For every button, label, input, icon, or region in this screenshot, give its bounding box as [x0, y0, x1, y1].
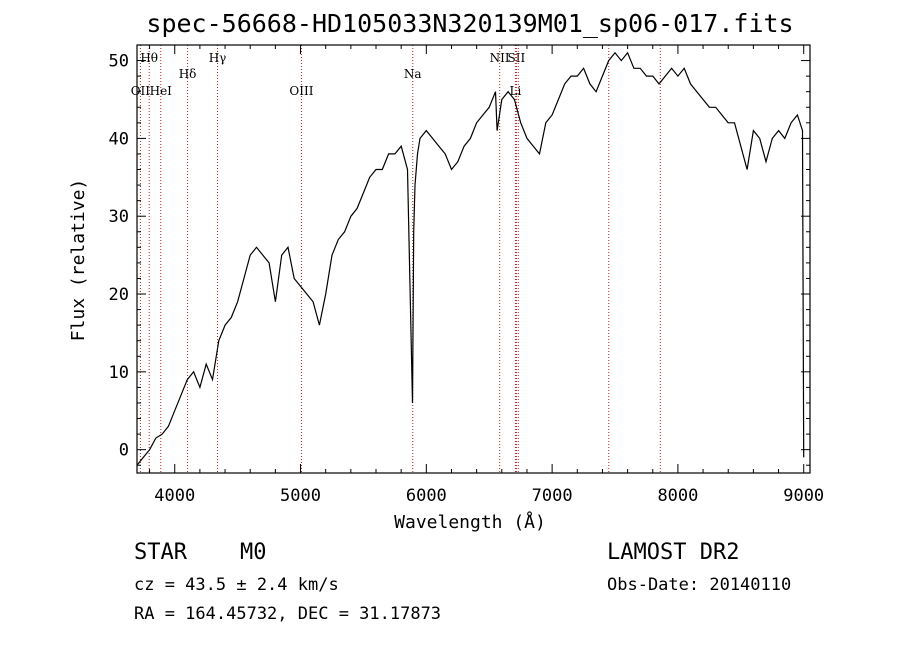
- spectrum-chart: spec-56668-HD105033N320139M01_sp06-017.f…: [68, 9, 824, 533]
- y-tick-label: 40: [109, 129, 129, 149]
- y-tick-label: 10: [109, 363, 129, 383]
- redshift-text: cz = 43.5 ± 2.4 km/s: [134, 575, 339, 595]
- obs-date: Obs-Date: 20140110: [607, 575, 792, 595]
- spectral-line-label: OII: [131, 84, 151, 98]
- spectral-line-label: Hγ: [209, 51, 227, 65]
- object-subclass: M0: [240, 540, 267, 565]
- x-tick-label: 7000: [532, 486, 573, 506]
- y-axis-title: Flux (relative): [68, 179, 89, 342]
- spectral-line-label: Hδ: [179, 67, 197, 81]
- x-tick-label: 4000: [154, 486, 195, 506]
- spectrum-line: [136, 51, 805, 466]
- x-tick-label: 6000: [406, 486, 447, 506]
- spectral-line-label: OIII: [289, 84, 313, 98]
- chart-title: spec-56668-HD105033N320139M01_sp06-017.f…: [146, 9, 793, 38]
- x-axis: 4000 5000 6000 7000 8000 9000: [149, 45, 824, 506]
- x-tick-label: 5000: [280, 486, 321, 506]
- plot-frame: [136, 44, 811, 474]
- object-class: STAR: [134, 540, 187, 565]
- y-axis: 0 10 20 30 40 50: [109, 44, 810, 466]
- spectral-line-label: Na: [404, 67, 422, 81]
- x-tick-label: 9000: [783, 486, 824, 506]
- survey-name: LAMOST DR2: [607, 540, 740, 565]
- x-axis-title: Wavelength (Å): [394, 511, 546, 533]
- y-tick-label: 0: [119, 441, 129, 461]
- y-tick-label: 20: [109, 285, 129, 305]
- x-tick-label: 8000: [657, 486, 698, 506]
- spectral-line-label: HeI: [150, 84, 173, 98]
- ra-dec: RA = 164.45732, DEC = 31.17873: [134, 604, 442, 624]
- y-tick-label: 50: [109, 52, 129, 72]
- spectral-line-label: Hθ: [140, 51, 158, 65]
- spectral-line-label: Li: [509, 84, 521, 98]
- y-tick-label: 30: [109, 207, 129, 227]
- spectral-line-label: SII: [508, 51, 526, 65]
- spectral-line-label: NII: [490, 51, 510, 65]
